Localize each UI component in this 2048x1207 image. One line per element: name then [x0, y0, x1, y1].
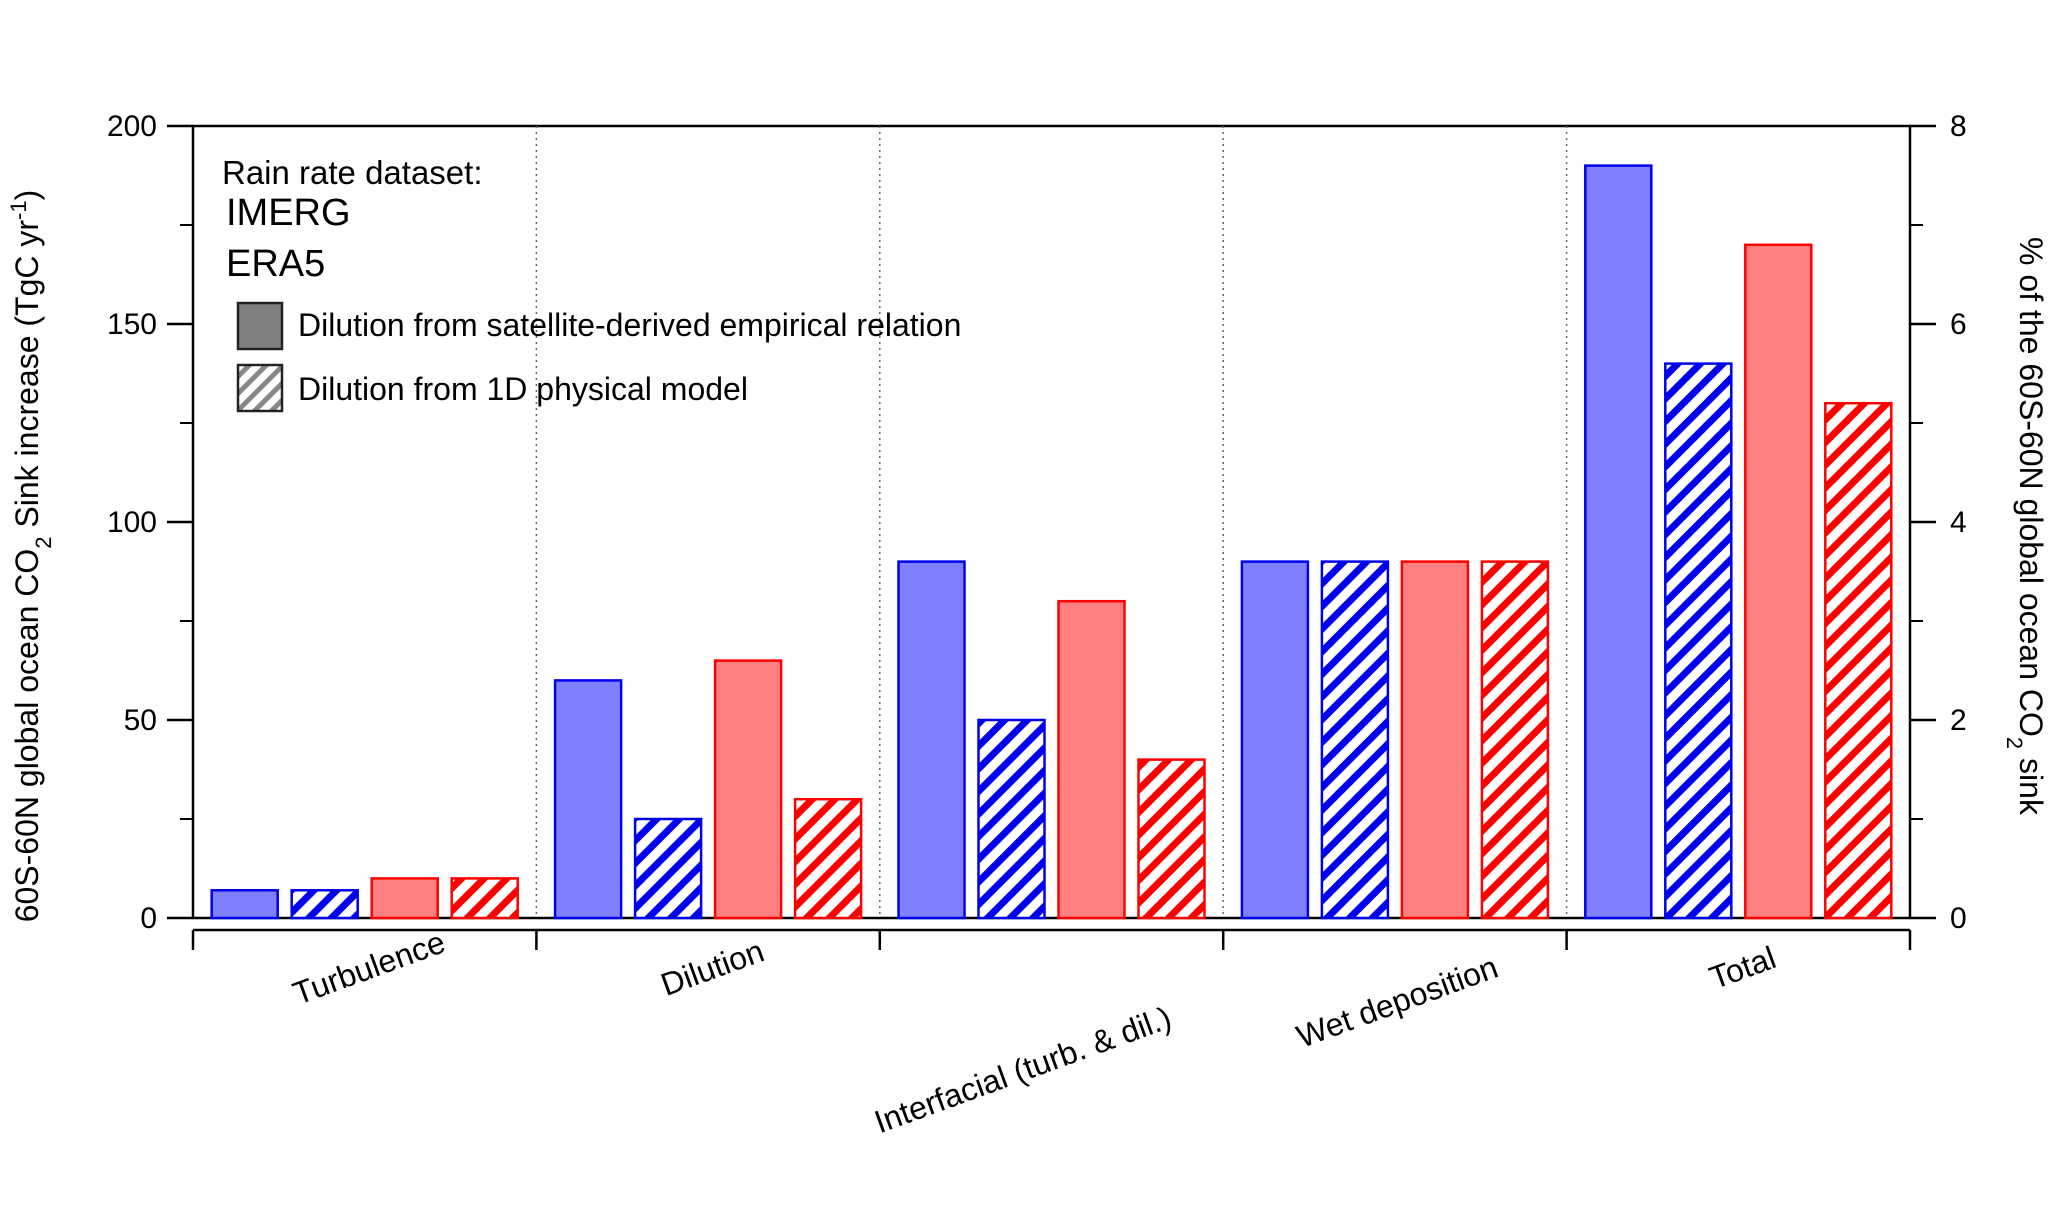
y-tick-label: 200: [107, 110, 157, 143]
bar-era5-physical: [450, 877, 519, 920]
y2-axis-label: % of the 60S-60N global ocean CO2 sink: [2003, 237, 2048, 816]
y-tick-label: 150: [107, 308, 157, 341]
bar-era5-physical: [793, 797, 863, 920]
bar-imerg-satellite: [897, 560, 966, 920]
bar-imerg-physical: [1664, 362, 1733, 920]
bar-imerg-satellite: [210, 889, 279, 920]
legend-item-satellite: Dilution from satellite-derived empirica…: [298, 307, 961, 343]
y-tick-label: 100: [107, 506, 157, 539]
bar-era5-satellite: [713, 659, 783, 920]
bar-era5-physical: [1824, 401, 1893, 920]
y2-tick-label: 2: [1950, 704, 1967, 737]
legend-swatch-hatched: [236, 363, 284, 413]
category-separators: [535, 126, 1568, 918]
y-axis-label: 60S-60N global ocean CO2 Sink increase (…: [6, 190, 56, 923]
bar-era5-satellite: [1744, 243, 1813, 920]
bar-imerg-satellite: [1584, 164, 1653, 920]
bar-era5-physical: [1137, 758, 1206, 920]
legend-swatch-solid: [236, 301, 284, 351]
x-tick-label: Total: [1705, 939, 1781, 996]
bars: [210, 164, 1893, 920]
bar-imerg-satellite: [1240, 560, 1310, 920]
bar-imerg-physical: [290, 889, 359, 920]
x-tick-label: Interfacial (turb. & dil.): [870, 999, 1176, 1140]
bar-era5-physical: [1480, 560, 1550, 920]
legend-item-physical: Dilution from 1D physical model: [298, 371, 748, 407]
x-tick-label: Wet deposition: [1292, 949, 1503, 1055]
y-tick-label: 0: [140, 902, 157, 935]
bar-era5-satellite: [370, 877, 439, 920]
legend: Rain rate dataset: IMERG ERA5 Dilution f…: [222, 154, 961, 413]
y2-tick-label: 8: [1950, 110, 1967, 143]
bar-imerg-physical: [1320, 560, 1390, 920]
y2-tick-label: 6: [1950, 308, 1967, 341]
legend-title: Rain rate dataset:: [222, 154, 483, 191]
bar-imerg-physical: [977, 718, 1046, 920]
bar-era5-satellite: [1400, 560, 1470, 920]
x-tick-label: Dilution: [656, 932, 769, 1002]
legend-series-era5: ERA5: [226, 243, 325, 285]
legend-series-imerg: IMERG: [226, 192, 351, 234]
bar-imerg-physical: [633, 817, 703, 920]
bar-era5-satellite: [1057, 599, 1126, 920]
x-tick-label: Turbulence: [288, 924, 450, 1012]
y2-tick-label: 0: [1950, 902, 1967, 935]
y2-tick-label: 4: [1950, 506, 1967, 539]
y-tick-label: 50: [124, 704, 157, 737]
bar-imerg-satellite: [553, 679, 623, 920]
